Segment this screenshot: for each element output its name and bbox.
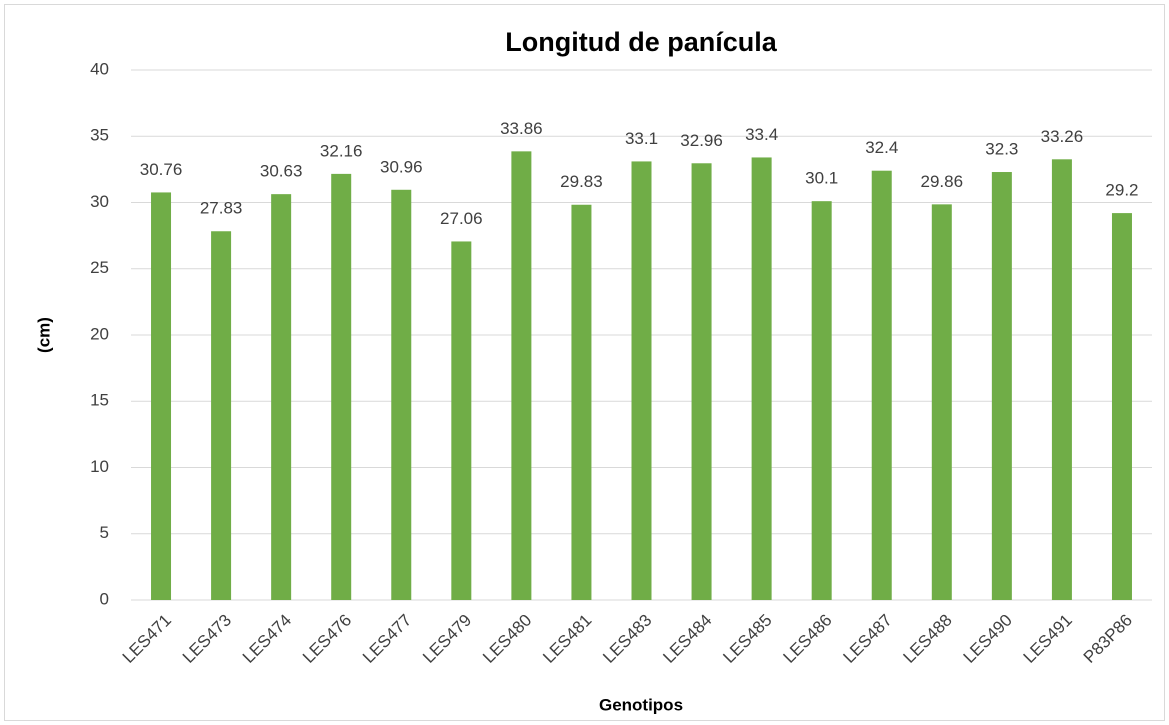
data-label: 33.1 [625, 129, 658, 148]
bar [211, 231, 232, 600]
bar [271, 194, 292, 600]
data-label: 30.76 [140, 160, 183, 179]
data-label: 30.96 [380, 157, 423, 176]
bar [871, 170, 892, 600]
y-tick-label: 0 [100, 589, 109, 608]
bar [691, 163, 712, 600]
bar [931, 204, 952, 601]
data-label: 29.86 [921, 172, 964, 191]
y-axis-label: (cm) [34, 317, 53, 353]
data-label: 32.4 [865, 138, 898, 157]
y-tick-label: 15 [90, 391, 109, 410]
data-label: 29.2 [1105, 181, 1138, 200]
data-label: 29.83 [560, 172, 603, 191]
data-label: 33.86 [500, 119, 543, 138]
y-tick-label: 10 [90, 457, 109, 476]
bar [811, 201, 832, 601]
data-label: 33.26 [1041, 127, 1084, 146]
y-tick-label: 30 [90, 192, 109, 211]
data-label: 27.83 [200, 199, 243, 218]
bar [631, 161, 652, 601]
bar [151, 192, 172, 600]
bar [751, 157, 772, 600]
data-label: 30.1 [805, 169, 838, 188]
y-tick-label: 40 [90, 59, 109, 78]
bar [511, 151, 532, 601]
bar [1051, 159, 1072, 600]
y-tick-label: 25 [90, 258, 109, 277]
data-label: 32.3 [985, 140, 1018, 159]
chart-title: Longitud de panícula [505, 27, 777, 57]
bar [1111, 213, 1132, 600]
data-label: 33.4 [745, 125, 778, 144]
bar [391, 189, 412, 600]
y-tick-label: 35 [90, 126, 109, 145]
data-label: 30.63 [260, 162, 303, 181]
data-label: 32.96 [680, 131, 723, 150]
y-tick-label: 20 [90, 324, 109, 343]
bar [991, 172, 1012, 600]
bar [571, 204, 592, 600]
bar [331, 173, 352, 600]
data-label: 27.06 [440, 209, 483, 228]
bar [451, 241, 472, 600]
data-label: 32.16 [320, 141, 363, 160]
y-tick-label: 5 [100, 523, 109, 542]
x-axis-label: Genotipos [599, 695, 683, 714]
